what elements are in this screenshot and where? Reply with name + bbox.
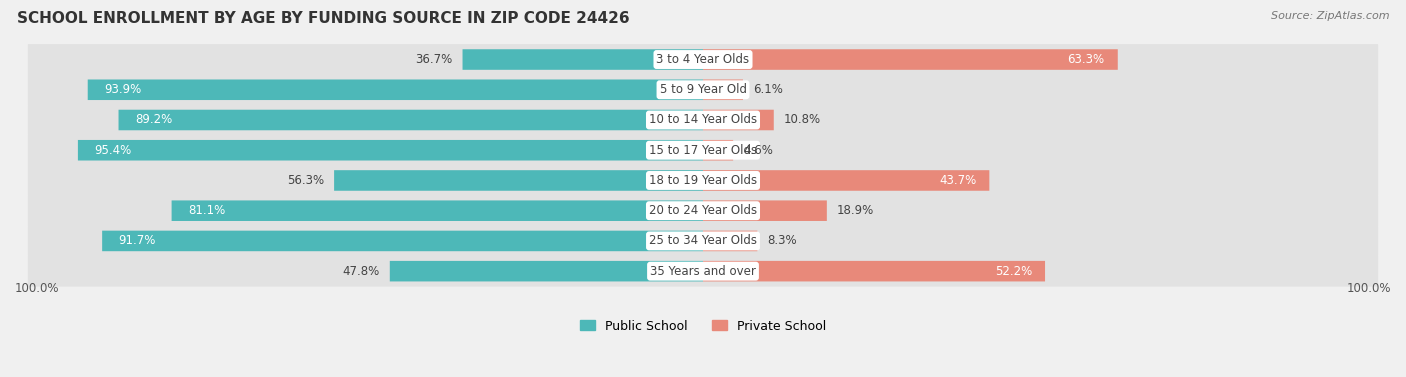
Text: 89.2%: 89.2% (135, 113, 172, 127)
FancyBboxPatch shape (28, 44, 1378, 75)
FancyBboxPatch shape (703, 110, 773, 130)
Text: 10 to 14 Year Olds: 10 to 14 Year Olds (650, 113, 756, 127)
FancyBboxPatch shape (28, 195, 1378, 226)
FancyBboxPatch shape (77, 140, 703, 161)
Text: 18.9%: 18.9% (837, 204, 875, 217)
FancyBboxPatch shape (28, 135, 1378, 166)
Text: 43.7%: 43.7% (939, 174, 976, 187)
Text: 47.8%: 47.8% (343, 265, 380, 278)
Text: 10.8%: 10.8% (783, 113, 821, 127)
FancyBboxPatch shape (118, 110, 703, 130)
FancyBboxPatch shape (703, 80, 742, 100)
FancyBboxPatch shape (28, 74, 1378, 105)
Text: 95.4%: 95.4% (94, 144, 132, 157)
Text: 4.6%: 4.6% (742, 144, 773, 157)
Text: 5 to 9 Year Old: 5 to 9 Year Old (659, 83, 747, 96)
Text: 56.3%: 56.3% (287, 174, 325, 187)
Text: 25 to 34 Year Olds: 25 to 34 Year Olds (650, 234, 756, 247)
FancyBboxPatch shape (703, 170, 990, 191)
FancyBboxPatch shape (703, 140, 733, 161)
Text: 8.3%: 8.3% (768, 234, 797, 247)
FancyBboxPatch shape (703, 231, 758, 251)
Legend: Public School, Private School: Public School, Private School (575, 314, 831, 337)
FancyBboxPatch shape (28, 225, 1378, 256)
Text: 6.1%: 6.1% (752, 83, 783, 96)
FancyBboxPatch shape (87, 80, 703, 100)
FancyBboxPatch shape (703, 261, 1045, 282)
FancyBboxPatch shape (28, 165, 1378, 196)
Text: 3 to 4 Year Olds: 3 to 4 Year Olds (657, 53, 749, 66)
Text: 81.1%: 81.1% (188, 204, 225, 217)
Text: Source: ZipAtlas.com: Source: ZipAtlas.com (1271, 11, 1389, 21)
Text: 35 Years and over: 35 Years and over (650, 265, 756, 278)
Text: SCHOOL ENROLLMENT BY AGE BY FUNDING SOURCE IN ZIP CODE 24426: SCHOOL ENROLLMENT BY AGE BY FUNDING SOUR… (17, 11, 630, 26)
FancyBboxPatch shape (703, 49, 1118, 70)
Text: 93.9%: 93.9% (104, 83, 142, 96)
FancyBboxPatch shape (335, 170, 703, 191)
FancyBboxPatch shape (28, 256, 1378, 287)
Text: 100.0%: 100.0% (1347, 282, 1391, 295)
Text: 15 to 17 Year Olds: 15 to 17 Year Olds (650, 144, 756, 157)
Text: 63.3%: 63.3% (1067, 53, 1105, 66)
Text: 20 to 24 Year Olds: 20 to 24 Year Olds (650, 204, 756, 217)
FancyBboxPatch shape (463, 49, 703, 70)
FancyBboxPatch shape (103, 231, 703, 251)
Text: 18 to 19 Year Olds: 18 to 19 Year Olds (650, 174, 756, 187)
FancyBboxPatch shape (703, 201, 827, 221)
FancyBboxPatch shape (172, 201, 703, 221)
FancyBboxPatch shape (389, 261, 703, 282)
FancyBboxPatch shape (28, 104, 1378, 135)
Text: 36.7%: 36.7% (415, 53, 453, 66)
Text: 52.2%: 52.2% (994, 265, 1032, 278)
Text: 100.0%: 100.0% (15, 282, 59, 295)
Text: 91.7%: 91.7% (118, 234, 156, 247)
